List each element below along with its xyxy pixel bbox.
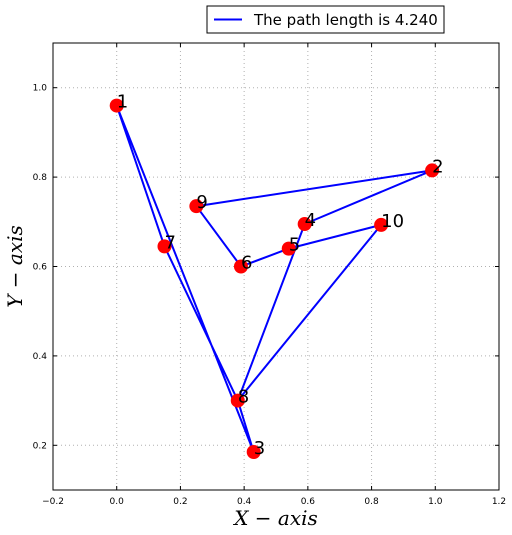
city-point-2 (425, 163, 440, 178)
y-axis-label: Y − axis (3, 225, 27, 308)
x-tick-label: 0.8 (364, 497, 379, 507)
axis-ticks: −0.2 0.0 0.2 0.4 0.6 0.8 1.0 1.2 0.2 0.4 0.6 0.8 1.0 (33, 43, 506, 507)
x-tick-label: 1.0 (428, 497, 443, 507)
city-label-4: 4 (305, 210, 316, 231)
grid-lines (53, 43, 499, 490)
city-label-5: 5 (289, 235, 300, 256)
x-tick-label: 1.2 (492, 497, 506, 507)
legend: The path length is 4.240 (206, 5, 445, 34)
y-tick-label: 0.6 (33, 263, 48, 273)
x-tick-label: 0.4 (237, 497, 252, 507)
city-label-1: 1 (117, 92, 128, 113)
x-tick-label: 0.0 (110, 497, 125, 507)
city-point-4 (297, 217, 312, 232)
city-point-7 (157, 239, 172, 254)
y-tick-label: 1.0 (33, 84, 48, 94)
legend-text: The path length is 4.240 (253, 11, 438, 29)
city-label-3: 3 (254, 438, 265, 459)
path-series (115, 105, 434, 453)
city-label-8: 8 (238, 387, 249, 408)
x-tick-label: −0.2 (42, 497, 64, 507)
city-labels: 1 2 3 45 6 7 8 9 10 (117, 92, 444, 459)
city-point-9 (189, 199, 204, 214)
city-point-10 (374, 217, 389, 232)
city-point-6 (233, 259, 248, 274)
city-label-7: 7 (165, 232, 176, 253)
x-axis-label: X − axis (232, 506, 318, 530)
y-tick-label: 0.4 (33, 352, 48, 362)
y-tick-label: 0.8 (33, 173, 48, 183)
city-label-9: 9 (196, 192, 207, 213)
city-point-5 (281, 241, 296, 256)
city-point-3 (246, 445, 261, 460)
city-points (109, 98, 440, 460)
city-point-8 (230, 393, 245, 408)
city-label-2: 2 (432, 156, 443, 177)
city-label-10: 10 (381, 211, 404, 232)
city-point-1 (109, 98, 124, 113)
city-label-6: 6 (241, 253, 252, 274)
path-line (115, 105, 434, 453)
y-tick-label: 0.2 (33, 441, 47, 451)
legend-box (206, 5, 445, 34)
x-tick-label: 0.6 (301, 497, 316, 507)
x-tick-label: 0.2 (173, 497, 187, 507)
